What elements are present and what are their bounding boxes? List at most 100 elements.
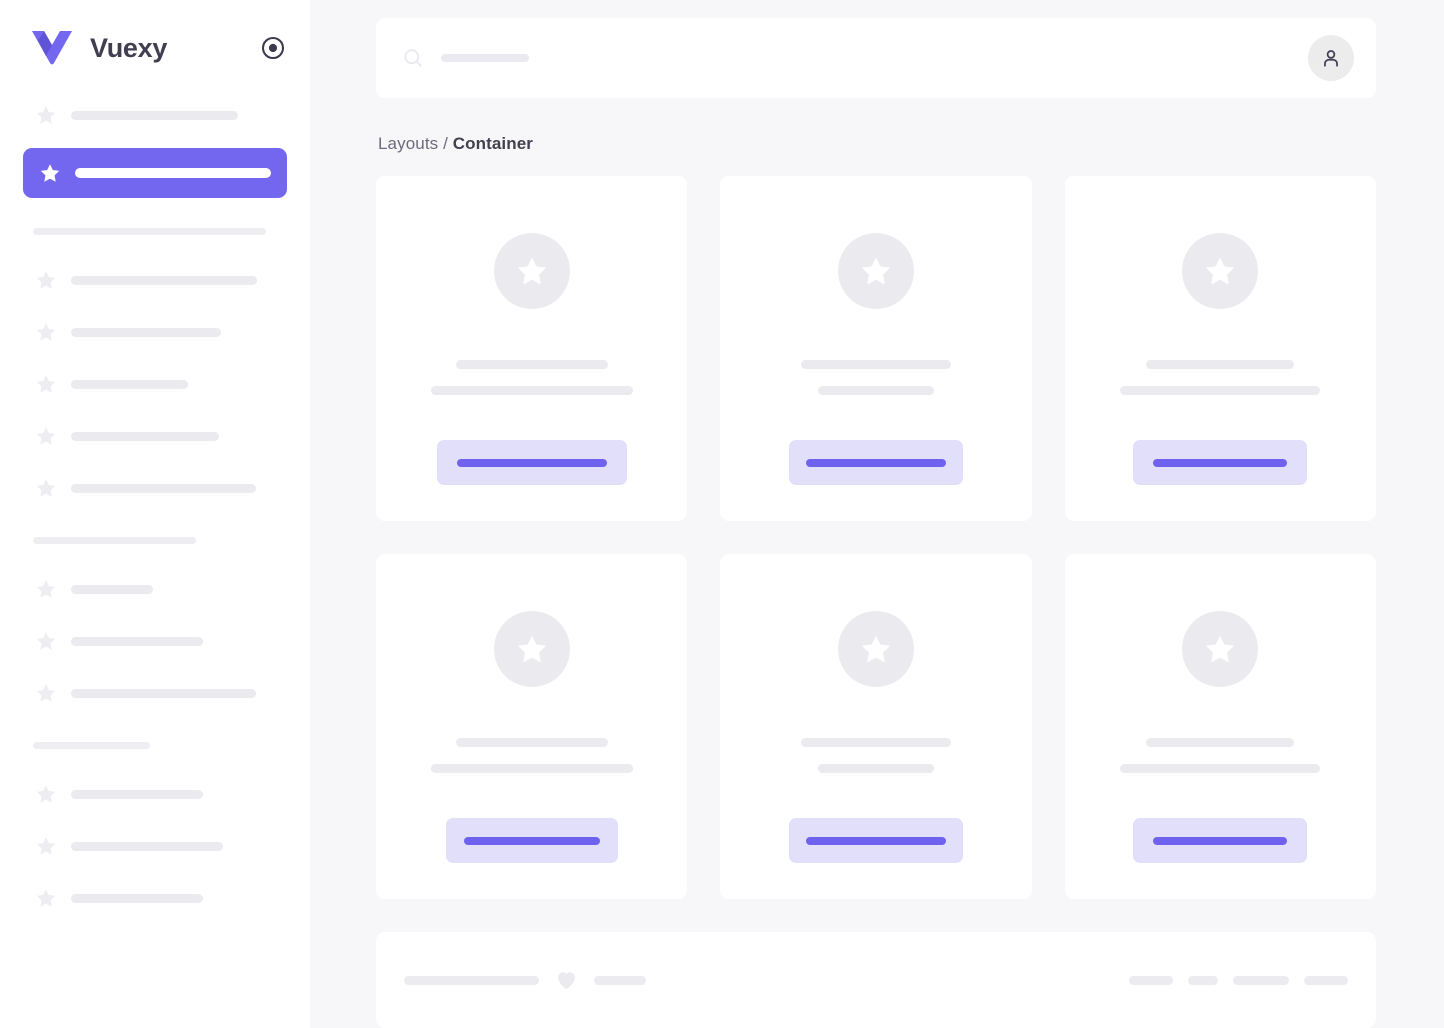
card-subtitle	[1120, 764, 1321, 773]
star-icon	[36, 323, 56, 341]
sidebar-group-3	[23, 570, 287, 712]
footer-link[interactable]	[1129, 975, 1173, 985]
vuexy-chevron-logo-icon	[32, 31, 72, 65]
star-icon	[517, 635, 546, 663]
sidebar-section-header-2	[33, 228, 266, 235]
card-avatar	[493, 233, 570, 309]
star-icon	[36, 684, 56, 702]
brand-header: Vuexy	[0, 0, 310, 96]
star-icon	[36, 632, 56, 650]
card-avatar	[1182, 611, 1259, 687]
star-icon	[861, 257, 891, 285]
search-icon[interactable]	[402, 47, 424, 69]
sidebar-section-header-3	[33, 537, 196, 544]
card-action-button-label	[1153, 458, 1288, 467]
card-avatar	[493, 611, 570, 687]
star-icon	[36, 106, 56, 124]
card-avatar	[837, 233, 914, 309]
card-subtitle	[1120, 386, 1321, 395]
sidebar-item-6[interactable]	[23, 417, 287, 455]
sidebar-item-label	[71, 636, 203, 646]
card-title	[800, 738, 951, 747]
sidebar-item-12[interactable]	[23, 827, 287, 865]
sidebar-item-label	[71, 483, 256, 493]
card[interactable]	[376, 554, 688, 899]
footer-link[interactable]	[1304, 975, 1348, 985]
breadcrumb: Layouts / Container	[378, 134, 1376, 154]
card-action-button-label	[456, 458, 607, 467]
sidebar-item-7[interactable]	[23, 469, 287, 507]
sidebar: Vuexy	[0, 0, 310, 1028]
star-icon	[1206, 635, 1235, 663]
footer-link[interactable]	[1188, 975, 1218, 985]
card-action-button-label	[1153, 836, 1288, 845]
card-action-button[interactable]	[436, 440, 627, 485]
sidebar-item-label	[71, 275, 257, 285]
footer-author-text	[594, 975, 646, 985]
brand-name: Vuexy	[90, 32, 168, 63]
card[interactable]	[1064, 176, 1376, 521]
card-action-button-label	[805, 836, 946, 845]
heart-icon	[558, 971, 575, 989]
card[interactable]	[720, 554, 1032, 899]
sidebar-nav	[0, 96, 310, 917]
sidebar-item-label	[71, 584, 153, 594]
card[interactable]	[720, 176, 1032, 521]
star-icon	[36, 837, 56, 855]
footer-bar	[376, 932, 1376, 1028]
radio-circle-icon[interactable]	[260, 35, 286, 61]
star-icon	[36, 580, 56, 598]
card-grid	[376, 176, 1376, 899]
sidebar-group-1	[23, 96, 287, 198]
card-title	[1146, 360, 1295, 369]
sidebar-item-11[interactable]	[23, 775, 287, 813]
footer-links	[1129, 975, 1348, 985]
star-icon	[36, 479, 56, 497]
breadcrumb-parent[interactable]: Layouts	[378, 134, 439, 153]
star-icon	[36, 427, 56, 445]
card[interactable]	[1064, 554, 1376, 899]
star-icon	[40, 164, 60, 182]
card-avatar	[837, 611, 914, 687]
star-icon	[36, 889, 56, 907]
card-title	[455, 360, 608, 369]
sidebar-section-header-4	[33, 742, 150, 749]
card-action-button[interactable]	[445, 818, 618, 863]
sidebar-item-10[interactable]	[23, 674, 287, 712]
avatar[interactable]	[1308, 35, 1354, 81]
sidebar-item-label	[71, 110, 238, 120]
card-action-button-label	[463, 836, 600, 845]
sidebar-item-9[interactable]	[23, 622, 287, 660]
sidebar-item-3[interactable]	[23, 261, 287, 299]
star-icon	[36, 271, 56, 289]
sidebar-item-4[interactable]	[23, 313, 287, 351]
sidebar-item-1[interactable]	[23, 96, 287, 134]
sidebar-item-label	[71, 327, 221, 337]
sidebar-item-label	[71, 893, 203, 903]
sidebar-item-label	[71, 379, 188, 389]
breadcrumb-separator: /	[443, 134, 448, 153]
card-action-button[interactable]	[1133, 818, 1308, 863]
card-title	[1146, 738, 1295, 747]
star-icon	[36, 375, 56, 393]
sidebar-item-5[interactable]	[23, 365, 287, 403]
sidebar-item-2-active[interactable]	[23, 148, 287, 198]
user-icon	[1324, 50, 1338, 67]
sidebar-item-label	[71, 841, 223, 851]
search-input[interactable]	[441, 54, 529, 62]
sidebar-group-4	[23, 775, 287, 917]
main-content: Layouts / Container	[310, 0, 1444, 1028]
card-action-button[interactable]	[788, 440, 963, 485]
sidebar-item-8[interactable]	[23, 570, 287, 608]
topbar	[376, 18, 1376, 98]
card-action-button[interactable]	[1133, 440, 1308, 485]
footer-link[interactable]	[1233, 975, 1289, 985]
card[interactable]	[376, 176, 688, 521]
sidebar-item-13[interactable]	[23, 879, 287, 917]
card-action-button[interactable]	[788, 818, 963, 863]
star-icon	[1206, 257, 1235, 285]
star-icon	[861, 635, 891, 663]
card-subtitle	[817, 386, 934, 395]
sidebar-item-label	[71, 688, 256, 698]
